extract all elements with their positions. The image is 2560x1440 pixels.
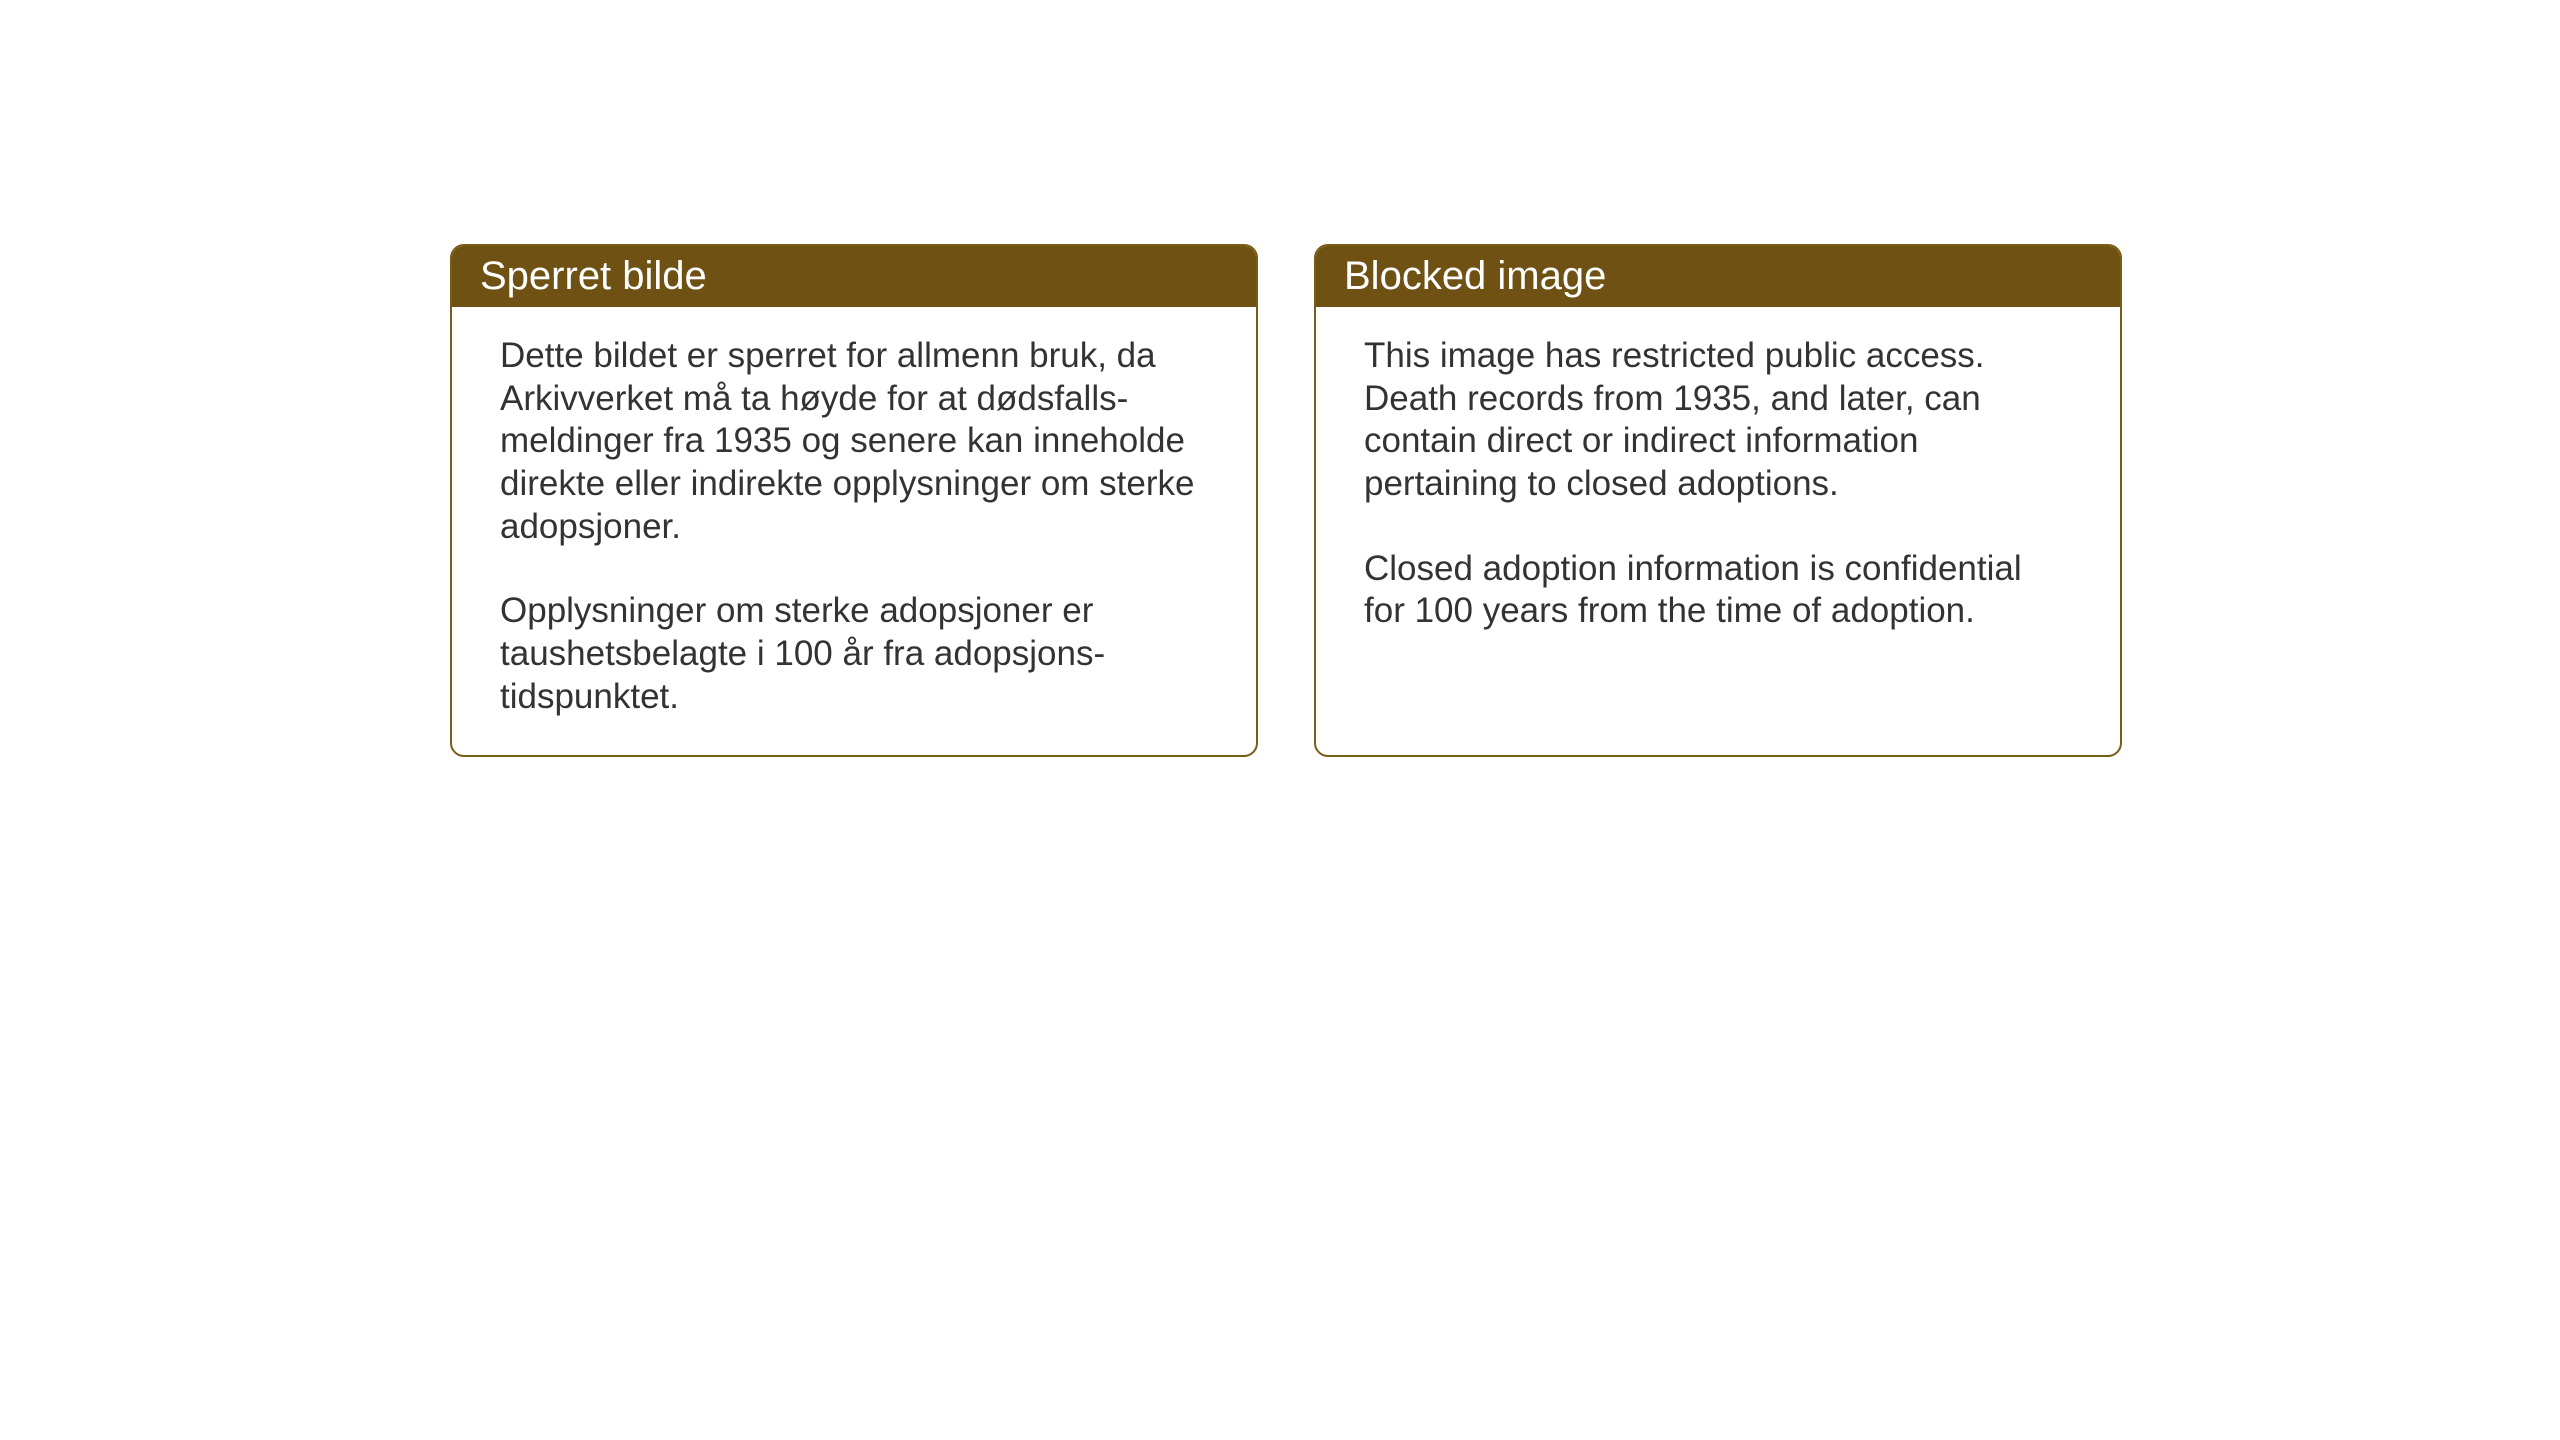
notice-card-norwegian: Sperret bilde Dette bildet er sperret fo…: [450, 244, 1258, 757]
card-title: Sperret bilde: [480, 254, 707, 298]
paragraph-text: Dette bildet er sperret for allmenn bruk…: [500, 335, 1208, 548]
card-title: Blocked image: [1344, 254, 1606, 298]
card-header-english: Blocked image: [1316, 246, 2120, 307]
notice-card-english: Blocked image This image has restricted …: [1314, 244, 2122, 757]
paragraph-text: Opplysninger om sterke adopsjoner er tau…: [500, 590, 1208, 718]
card-header-norwegian: Sperret bilde: [452, 246, 1256, 307]
paragraph-text: This image has restricted public access.…: [1364, 335, 2072, 506]
card-body-norwegian: Dette bildet er sperret for allmenn bruk…: [452, 307, 1256, 755]
paragraph-text: Closed adoption information is confident…: [1364, 548, 2072, 633]
card-body-english: This image has restricted public access.…: [1316, 307, 2120, 755]
notice-container: Sperret bilde Dette bildet er sperret fo…: [450, 244, 2122, 757]
